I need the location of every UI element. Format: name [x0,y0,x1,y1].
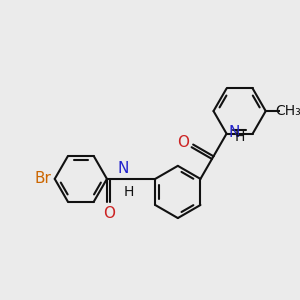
Text: H: H [124,185,134,199]
Text: Br: Br [35,171,52,186]
Text: H: H [235,130,245,144]
Text: N: N [117,161,128,176]
Text: CH₃: CH₃ [275,104,300,118]
Text: O: O [103,206,115,221]
Text: N: N [228,125,240,140]
Text: O: O [177,135,189,150]
